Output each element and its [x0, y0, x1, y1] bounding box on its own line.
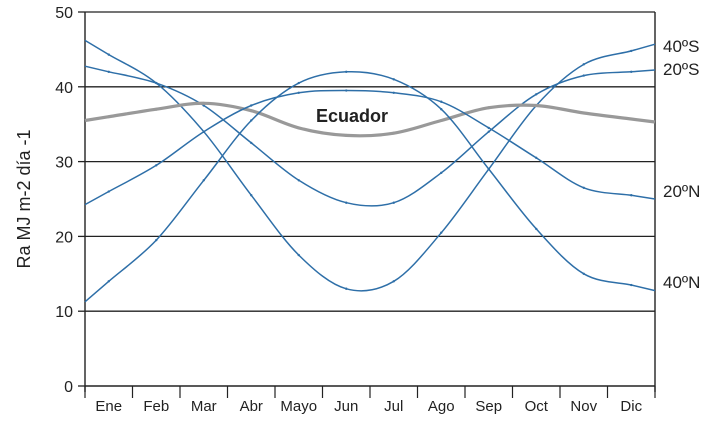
series-label-40n: 40ºN [663, 273, 700, 292]
data-point-20s [107, 70, 110, 74]
data-point-ecuador [107, 115, 111, 119]
data-point-40n [202, 179, 205, 182]
data-point-20s [535, 93, 538, 96]
data-point-20n [392, 91, 395, 94]
data-point-40n [392, 78, 395, 81]
x-tick-label: Mar [191, 398, 217, 415]
x-tick-label: Ago [428, 398, 455, 415]
y-tick-label: 30 [55, 155, 73, 172]
x-tick-label: Dic [620, 398, 642, 415]
series-line-40s [84, 39, 656, 292]
data-point-20s [630, 70, 633, 74]
data-point-ecuador [297, 126, 301, 130]
y-tick-label: 40 [55, 80, 73, 97]
x-tick-label: Feb [143, 398, 169, 415]
series-label-20n: 20ºN [663, 182, 700, 201]
y-tick-label: 10 [55, 304, 73, 321]
series-line-ecuador [84, 101, 656, 138]
data-point-20n [630, 194, 633, 197]
data-point-20n [535, 156, 538, 160]
data-point-ecuador [344, 133, 348, 137]
labels: 40ºS 20ºS 20ºN 40ºN Ecuador [316, 37, 700, 292]
series-line-40n [84, 70, 656, 303]
data-point-20s [582, 74, 585, 77]
data-point-40s [392, 280, 395, 283]
data-point-40s [582, 63, 585, 66]
data-point-ecuador [534, 104, 538, 107]
data-point-40n [107, 280, 110, 283]
data-point-40n [250, 119, 253, 122]
data-point-40s [440, 231, 443, 234]
data-point-20s [297, 179, 300, 182]
data-point-ecuador [154, 107, 158, 111]
data-point-20s [250, 141, 253, 145]
data-point-20n [155, 164, 158, 167]
data-point-ecuador [487, 106, 491, 110]
data-point-20n [440, 100, 443, 103]
data-point-40n [297, 81, 300, 85]
y-axis-label: Ra MJ m-2 día -1 [14, 129, 34, 268]
data-point-ecuador [202, 101, 206, 105]
data-point-20n [107, 190, 110, 193]
data-point-40n [440, 108, 443, 111]
annotation-ecuador: Ecuador [316, 106, 388, 126]
x-tick-label: Jul [384, 398, 403, 415]
data-point-40n [535, 227, 538, 231]
series-label-40s: 40ºS [663, 37, 699, 56]
data-point-ecuador [582, 111, 586, 115]
data-point-20s [392, 201, 395, 204]
data-point-20n [297, 91, 300, 94]
y-tick-label: 20 [55, 229, 73, 246]
y-tick-label: 0 [64, 379, 73, 396]
data-point-20n [345, 89, 348, 92]
data-point-20s [487, 130, 490, 133]
data-point-40s [345, 287, 348, 290]
series-line-20s [84, 65, 656, 207]
data-point-40s [107, 53, 110, 56]
data-point-40s [250, 194, 253, 197]
data-point-ecuador [392, 131, 396, 135]
axes: 0 10 20 30 40 50 Ene Feb Mar Abr Mayo Jun Jul Ago Sep O… [14, 5, 656, 415]
data-point-20s [155, 81, 158, 85]
data-point-40n [630, 283, 633, 287]
data-point-40n [487, 167, 490, 171]
data-point-20n [250, 104, 253, 107]
data-point-20s [440, 171, 443, 175]
data-point-ecuador [249, 109, 253, 113]
series-line-20n [84, 89, 656, 206]
x-tick-label: Sep [475, 398, 502, 415]
data-point-40n [345, 70, 348, 74]
x-tick-label: Nov [570, 398, 597, 415]
y-tick-label: 50 [55, 5, 73, 22]
data-point-20n [487, 126, 490, 130]
data-point-20n [202, 130, 205, 133]
data-point-40s [297, 253, 300, 257]
x-tick-label: Abr [240, 398, 263, 415]
x-tick-label: Oct [525, 398, 549, 415]
x-tick-label: Mayo [280, 398, 317, 415]
data-point-20s [345, 201, 348, 204]
series-label-20s: 20ºS [663, 60, 699, 79]
data-point-20n [582, 186, 585, 189]
data-point-40n [582, 272, 585, 275]
grid-lines [85, 86, 655, 312]
x-tick-label: Ene [95, 398, 122, 415]
data-point-ecuador [439, 118, 443, 122]
data-point-40s [630, 49, 633, 53]
series-lines [84, 39, 656, 303]
data-point-40n [155, 238, 158, 242]
x-tick-label: Jun [334, 398, 358, 415]
data-point-ecuador [629, 117, 633, 121]
